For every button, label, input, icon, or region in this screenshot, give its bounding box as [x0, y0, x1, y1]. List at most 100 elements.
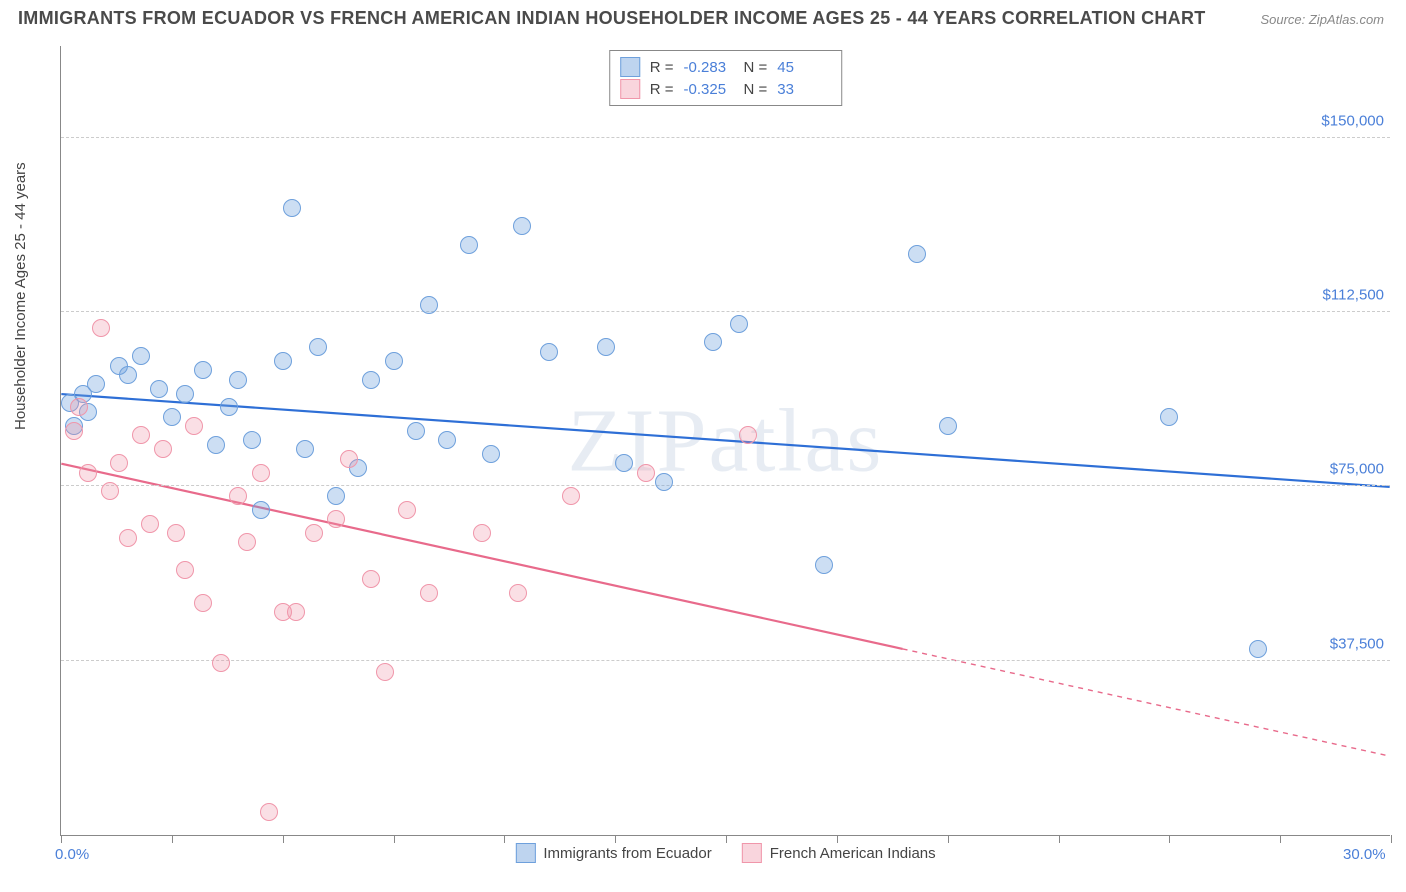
data-point — [562, 487, 580, 505]
data-point — [376, 663, 394, 681]
data-point — [167, 524, 185, 542]
data-point — [340, 450, 358, 468]
legend-label: Immigrants from Ecuador — [543, 845, 711, 862]
data-point — [194, 594, 212, 612]
x-tick — [948, 835, 949, 843]
y-tick-label: $37,500 — [1304, 635, 1384, 652]
r-value: -0.283 — [684, 59, 734, 76]
gridline — [61, 485, 1390, 486]
data-point — [704, 333, 722, 351]
data-point — [141, 515, 159, 533]
data-point — [238, 533, 256, 551]
y-axis-label: Householder Income Ages 25 - 44 years — [12, 162, 29, 430]
x-tick — [61, 835, 62, 843]
data-point — [438, 431, 456, 449]
data-point — [260, 803, 278, 821]
data-point — [460, 236, 478, 254]
data-point — [739, 426, 757, 444]
data-point — [287, 603, 305, 621]
gridline — [61, 137, 1390, 138]
x-tick — [1280, 835, 1281, 843]
data-point — [482, 445, 500, 463]
x-tick-label: 30.0% — [1343, 846, 1386, 863]
n-label: N = — [744, 81, 768, 98]
data-point — [327, 510, 345, 528]
data-point — [908, 245, 926, 263]
data-point — [420, 584, 438, 602]
data-point — [385, 352, 403, 370]
x-tick — [837, 835, 838, 843]
data-point — [597, 338, 615, 356]
y-tick-label: $75,000 — [1304, 461, 1384, 478]
data-point — [296, 440, 314, 458]
n-value: 33 — [777, 81, 827, 98]
data-point — [243, 431, 261, 449]
data-point — [154, 440, 172, 458]
data-point — [65, 422, 83, 440]
data-point — [163, 408, 181, 426]
y-tick-label: $150,000 — [1304, 112, 1384, 129]
data-point — [309, 338, 327, 356]
data-point — [327, 487, 345, 505]
legend-stats-row: R = -0.325 N = 33 — [620, 79, 828, 99]
chart-title: IMMIGRANTS FROM ECUADOR VS FRENCH AMERIC… — [18, 8, 1206, 29]
data-point — [1160, 408, 1178, 426]
data-point — [229, 487, 247, 505]
x-tick — [504, 835, 505, 843]
data-point — [101, 482, 119, 500]
data-point — [398, 501, 416, 519]
x-tick — [615, 835, 616, 843]
data-point — [194, 361, 212, 379]
data-point — [540, 343, 558, 361]
data-point — [207, 436, 225, 454]
legend-label: French American Indians — [770, 845, 936, 862]
data-point — [730, 315, 748, 333]
data-point — [119, 366, 137, 384]
data-point — [513, 217, 531, 235]
x-tick — [172, 835, 173, 843]
data-point — [185, 417, 203, 435]
data-point — [252, 464, 270, 482]
x-tick — [283, 835, 284, 843]
data-point — [79, 464, 97, 482]
data-point — [176, 385, 194, 403]
x-tick — [1059, 835, 1060, 843]
x-tick — [1169, 835, 1170, 843]
gridline — [61, 660, 1390, 661]
source-attribution: Source: ZipAtlas.com — [1260, 12, 1384, 27]
data-point — [655, 473, 673, 491]
data-point — [283, 199, 301, 217]
data-point — [939, 417, 957, 435]
data-point — [110, 454, 128, 472]
data-point — [509, 584, 527, 602]
data-point — [420, 296, 438, 314]
data-point — [252, 501, 270, 519]
data-point — [305, 524, 323, 542]
data-point — [615, 454, 633, 472]
n-label: N = — [744, 59, 768, 76]
data-point — [220, 398, 238, 416]
x-tick — [394, 835, 395, 843]
legend-item: Immigrants from Ecuador — [515, 843, 711, 863]
n-value: 45 — [777, 59, 827, 76]
gridline — [61, 311, 1390, 312]
x-tick — [1391, 835, 1392, 843]
data-point — [119, 529, 137, 547]
data-point — [637, 464, 655, 482]
data-point — [92, 319, 110, 337]
x-tick — [726, 835, 727, 843]
data-point — [87, 375, 105, 393]
data-point — [473, 524, 491, 542]
data-point — [150, 380, 168, 398]
data-point — [70, 398, 88, 416]
r-value: -0.325 — [684, 81, 734, 98]
legend-stats-row: R = -0.283 N = 45 — [620, 57, 828, 77]
data-point — [815, 556, 833, 574]
data-point — [176, 561, 194, 579]
series-legend: Immigrants from Ecuador French American … — [515, 843, 935, 863]
x-tick-label: 0.0% — [55, 846, 89, 863]
plot-area: ZIPatlas R = -0.283 N = 45 R = -0.325 N … — [60, 46, 1390, 836]
data-point — [362, 371, 380, 389]
stats-legend: R = -0.283 N = 45 R = -0.325 N = 33 — [609, 50, 843, 106]
data-point — [274, 352, 292, 370]
